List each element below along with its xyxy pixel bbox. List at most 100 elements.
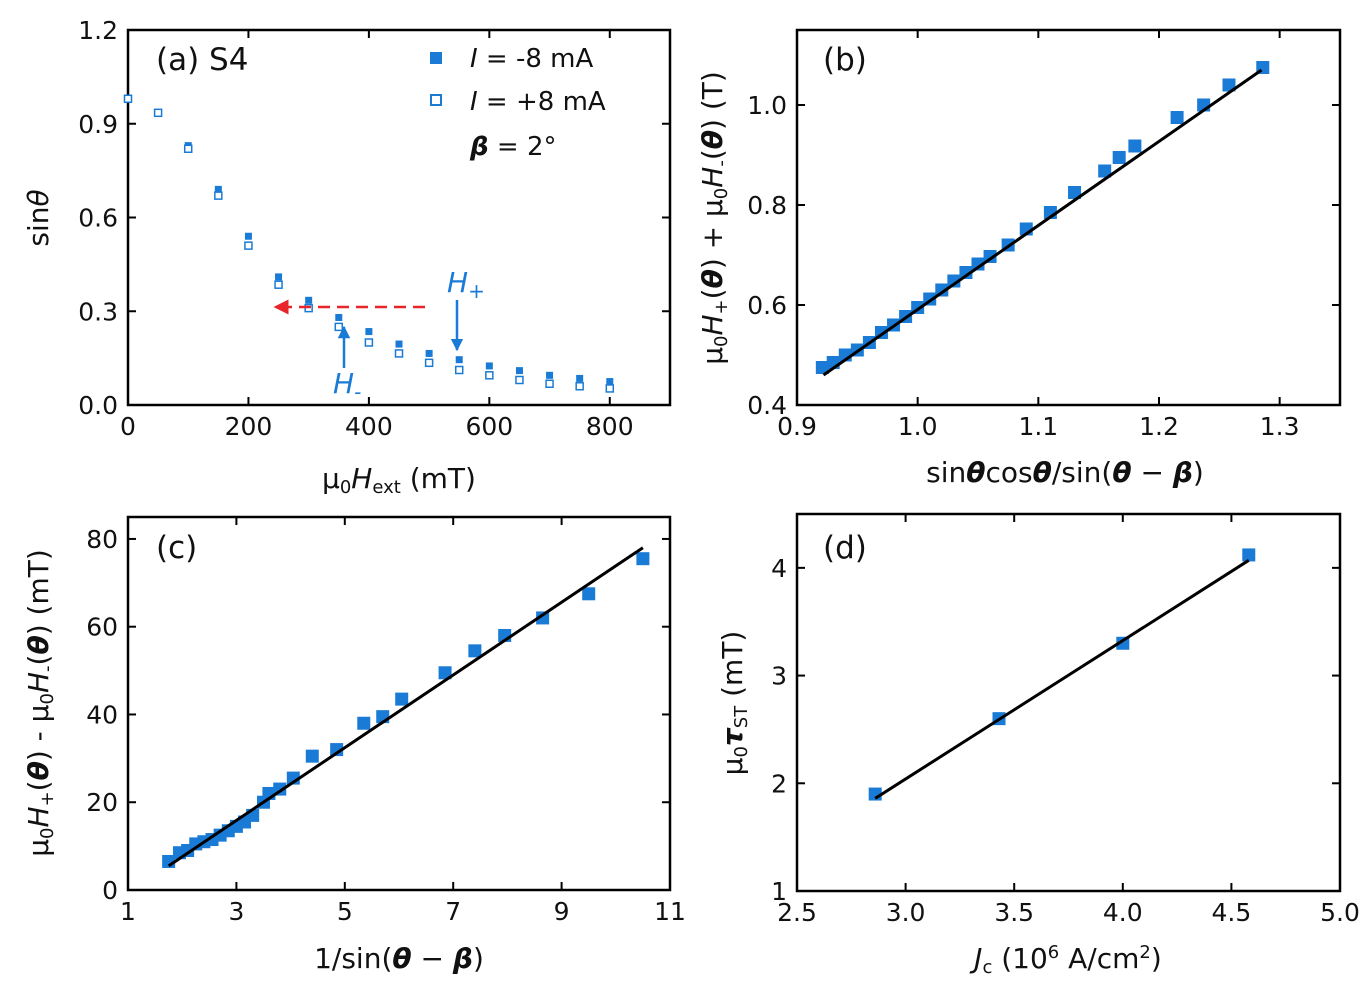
x-tick-label: 11 bbox=[654, 897, 686, 926]
panel-c-axes: 1 3 5 7 9 11 0 20 40 60 80 bbox=[86, 517, 686, 926]
panel-a-ylabel: sinθ bbox=[22, 189, 55, 246]
data-point-a-s1 bbox=[575, 382, 584, 391]
panel-c: 1 3 5 7 9 11 0 20 40 60 80 (c) μ0H+(θ) - μ0H-(θ) (… bbox=[22, 515, 686, 975]
data-point-a-s1 bbox=[394, 349, 404, 358]
x-tick-label: 5.0 bbox=[1320, 898, 1360, 927]
y-tick-label: 0.4 bbox=[747, 391, 787, 420]
x-tick-label: 0.9 bbox=[777, 412, 817, 441]
panel-d-marks bbox=[868, 548, 1256, 801]
data-point-a-s1 bbox=[334, 322, 344, 332]
panel-a-marks bbox=[123, 94, 615, 393]
panel-c-label: (c) bbox=[156, 530, 197, 566]
panel-b-frame bbox=[795, 28, 1342, 407]
panel-c-marks bbox=[162, 546, 650, 868]
data-point-b-s0 bbox=[1098, 164, 1112, 178]
y-tick-label: 60 bbox=[86, 613, 118, 642]
fit-line-d bbox=[874, 559, 1250, 800]
x-tick-label: 200 bbox=[225, 412, 273, 441]
panel-b-axes: 0.9 1.0 1.1 1.2 1.3 0.4 0.6 0.8 1.0 bbox=[747, 30, 1340, 441]
y-tick-label: 3 bbox=[771, 662, 787, 691]
x-tick-label: 7 bbox=[445, 897, 461, 926]
data-point-c-s0 bbox=[438, 666, 452, 680]
data-point-c-s0 bbox=[582, 587, 596, 601]
y-tick-label: 0.6 bbox=[747, 291, 787, 320]
panel-d: 2.5 3.0 3.5 4.0 4.5 5.0 1 2 3 4 (d) μ0τST (mT) Jc… bbox=[716, 512, 1360, 978]
x-tick-label: 1.3 bbox=[1260, 412, 1300, 441]
data-point-a-s1 bbox=[123, 94, 133, 103]
data-point-a-s0 bbox=[335, 314, 343, 321]
data-point-a-s1 bbox=[545, 379, 554, 388]
y-tick-label: 40 bbox=[86, 700, 118, 729]
data-point-a-s0 bbox=[515, 367, 523, 375]
data-point-a-s1 bbox=[485, 371, 494, 380]
data-point-c-s0 bbox=[636, 552, 650, 566]
h-plus-label: H+ bbox=[447, 266, 485, 303]
panel-a: 0 200 400 600 800 0.0 0.3 0.6 0.9 1.2 (a) S4 I = … bbox=[22, 16, 672, 498]
data-point-c-s0 bbox=[536, 611, 550, 625]
data-point-a-s0 bbox=[485, 362, 493, 370]
data-point-d-s0 bbox=[1242, 548, 1256, 562]
data-point-b-s0 bbox=[815, 361, 829, 374]
x-tick-label: 1 bbox=[120, 897, 136, 926]
panel-a-xlabel: μ0Hext (mT) bbox=[322, 462, 476, 498]
panel-a-axes: 0 200 400 600 800 0.0 0.3 0.6 0.9 1.2 bbox=[78, 16, 670, 441]
y-tick-label: 0.3 bbox=[78, 297, 118, 326]
data-point-a-s0 bbox=[275, 273, 283, 281]
y-tick-label: 1.0 bbox=[747, 91, 787, 120]
data-point-a-s1 bbox=[454, 365, 464, 375]
legend-entry-neg: I = -8 mA bbox=[470, 44, 594, 74]
y-tick-label: 80 bbox=[86, 525, 118, 554]
x-tick-label: 1.1 bbox=[1018, 412, 1058, 441]
fit-line-b bbox=[822, 68, 1263, 377]
y-tick-label: 1 bbox=[771, 877, 787, 906]
data-point-a-s0 bbox=[214, 185, 222, 193]
x-tick-label: 800 bbox=[586, 412, 634, 441]
y-tick-label: 20 bbox=[86, 788, 118, 817]
legend-beta-note: β = 2° bbox=[469, 132, 556, 162]
legend-entry-pos: I = +8 mA bbox=[470, 87, 606, 117]
data-point-a-s0 bbox=[455, 356, 463, 364]
legend-open-square bbox=[430, 94, 442, 106]
data-point-a-s0 bbox=[546, 371, 554, 379]
panel-a-legend: I = -8 mA I = +8 mA β = 2° bbox=[430, 44, 606, 162]
fit-line-c bbox=[167, 546, 644, 868]
data-point-b-s0 bbox=[1222, 78, 1236, 92]
panel-b-label: (b) bbox=[823, 42, 867, 78]
data-point-a-s1 bbox=[274, 280, 283, 289]
x-tick-label: 1.0 bbox=[898, 412, 938, 441]
data-point-b-s0 bbox=[1068, 186, 1082, 199]
data-point-b-s0 bbox=[971, 257, 985, 271]
panel-c-ylabel: μ0H+(θ) - μ0H-(θ) (mT) bbox=[22, 549, 58, 857]
y-tick-label: 0 bbox=[102, 876, 118, 905]
data-point-a-s0 bbox=[395, 340, 403, 348]
data-point-a-s1 bbox=[183, 144, 193, 153]
panel-c-frame bbox=[126, 515, 672, 892]
x-tick-label: 2.5 bbox=[777, 898, 817, 927]
data-point-c-s0 bbox=[357, 716, 371, 730]
panel-d-xlabel: Jc (106 A/cm2) bbox=[969, 942, 1162, 978]
x-tick-label: 600 bbox=[465, 412, 513, 441]
x-tick-label: 9 bbox=[554, 897, 570, 926]
x-tick-label: 3.0 bbox=[886, 898, 926, 927]
data-point-b-s0 bbox=[1112, 151, 1126, 164]
data-point-a-s1 bbox=[424, 358, 434, 368]
panel-b: 0.9 1.0 1.1 1.2 1.3 0.4 0.6 0.8 1.0 (b) μ0H+(θ) … bbox=[696, 28, 1342, 489]
legend-filled-square bbox=[430, 52, 442, 64]
data-point-a-s1 bbox=[515, 375, 524, 385]
panel-b-marks bbox=[815, 61, 1270, 377]
data-point-b-s0 bbox=[1128, 139, 1142, 153]
data-point-a-s1 bbox=[364, 338, 374, 347]
data-point-c-s0 bbox=[330, 743, 344, 757]
x-tick-label: 1.2 bbox=[1139, 412, 1179, 441]
panel-c-xlabel: 1/sin(θ − β) bbox=[314, 942, 484, 975]
data-point-b-s0 bbox=[959, 266, 973, 279]
x-tick-label: 0 bbox=[120, 412, 136, 441]
y-tick-label: 0.8 bbox=[747, 191, 787, 220]
x-tick-label: 3.5 bbox=[994, 898, 1034, 927]
data-point-a-s0 bbox=[606, 378, 614, 386]
data-point-c-s0 bbox=[395, 692, 409, 706]
y-tick-label: 2 bbox=[771, 769, 787, 798]
y-tick-label: 4 bbox=[771, 554, 787, 583]
panel-b-xlabel: sinθcosθ/sin(θ − β) bbox=[926, 456, 1204, 489]
